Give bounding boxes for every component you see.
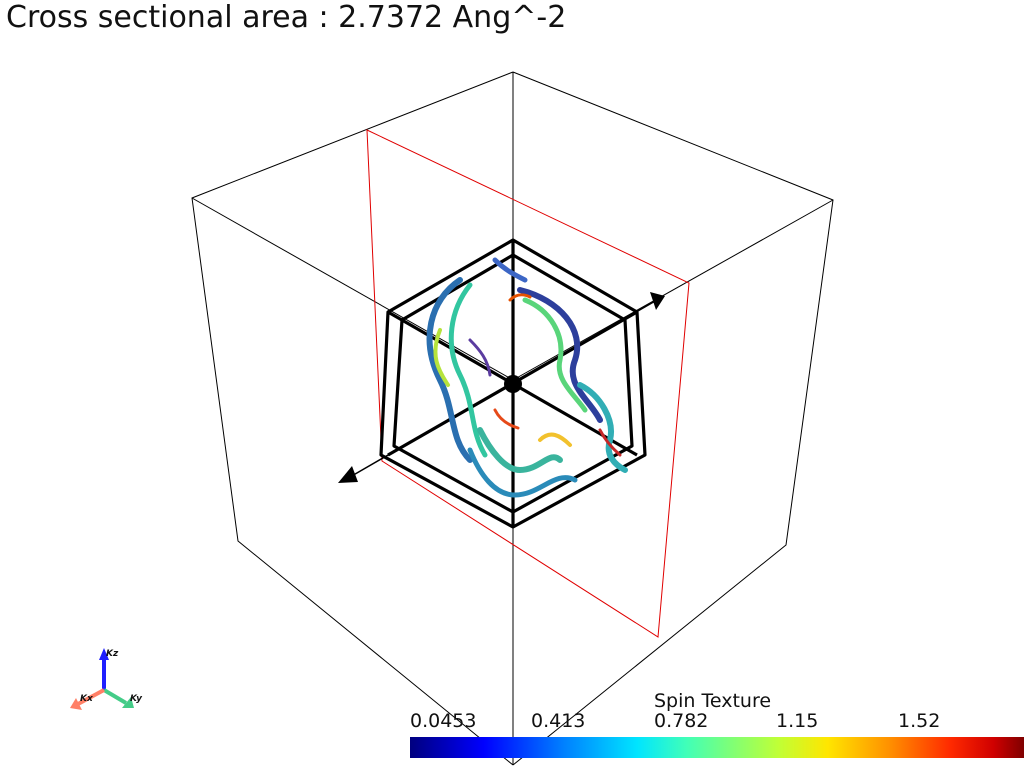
axis-arrow-right [650,292,665,310]
slice-plane [366,129,690,638]
axis-label-kz: Kz [106,649,119,659]
colorbar-title: Spin Texture [654,690,772,712]
colorbar-tick-3: 1.15 [776,710,819,732]
colorbar-tick-2: 0.782 [654,710,709,732]
fermi-surface [426,257,628,498]
axis-label-ky: Ky [130,694,143,704]
gamma-point [504,375,522,393]
colorbar-tick-0: 0.0453 [410,710,477,732]
axis-label-kx: Kx [80,694,94,704]
orientation-widget: Kz Ky Kx [70,648,143,710]
axis-arrow-left [338,466,358,483]
plot-title: Cross sectional area : 2.7372 Ang^-2 [6,0,567,35]
colorbar-tick-1: 0.413 [531,710,586,732]
colorbar-tick-4: 1.52 [898,710,941,732]
colorbar [410,737,1024,758]
